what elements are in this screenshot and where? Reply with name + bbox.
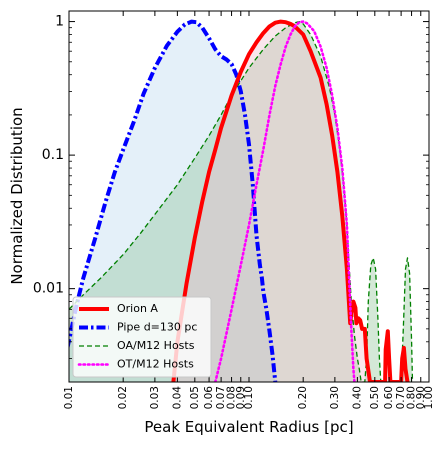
x-tick-label: 0.04 [171, 386, 183, 410]
x-tick-label: 0.60 [383, 386, 395, 409]
series-line-ot-m12-hosts [214, 20, 356, 382]
series-fill-orion-a [173, 21, 408, 382]
x-tick-label: 0.30 [329, 386, 341, 409]
x-tick-label: 0.01 [63, 386, 75, 409]
y-tick-label: 0.01 [33, 281, 64, 297]
x-tick-label: 0.70 [395, 386, 407, 409]
x-tick-label: 0.06 [203, 386, 215, 410]
x-tick-label: 0.50 [369, 386, 381, 409]
legend-label-orion-a: Orion A [117, 302, 158, 315]
x-tick-label: 0.80 [406, 386, 418, 409]
y-axis: 0.01 0.1 1 [33, 14, 429, 383]
x-tick-label: 0.10 [243, 386, 255, 409]
y-tick-label: 1 [55, 14, 64, 30]
x-tick-label: 0.02 [117, 386, 129, 409]
x-axis: 0.01 0.02 0.03 0.04 0.05 0.06 0.070.080.090.10… [63, 11, 435, 409]
y-tick-label: 0.1 [42, 147, 64, 163]
x-tick-label: 0.40 [351, 386, 363, 409]
legend-label-pipe-d-130-pc: Pipe d=130 pc [117, 321, 197, 334]
x-tick-label: 0.08 [226, 386, 238, 409]
series-line-orion-a [171, 19, 410, 382]
y-axis-title: Normalized Distribution [8, 107, 26, 284]
x-tick-label: 0.90 [415, 386, 427, 409]
x-tick-label: 0.07 [215, 386, 227, 409]
x-tick-label: 0.09 [235, 386, 247, 409]
legend-label-ot-m12-hosts: OT/M12 Hosts [117, 358, 194, 371]
legend-box [72, 296, 212, 378]
series-fill-pipe-d-130-pc [69, 21, 276, 382]
x-axis-title: Peak Equivalent Radius [pc] [144, 418, 353, 436]
x-tick-label: 1.00 [423, 386, 435, 409]
x-tick-label: 0.03 [149, 386, 161, 409]
x-tick-label: 0.05 [189, 386, 201, 409]
legend-label-oa-m12-hosts: OA/M12 Hosts [117, 339, 195, 352]
series-line-pipe-d-130-pc [69, 19, 278, 382]
x-tick-label: 0.20 [297, 386, 309, 409]
series-lines [69, 19, 414, 382]
legend: Orion A Pipe d=130 pc OA/M12 Hosts OT/M12 H… [72, 296, 212, 378]
